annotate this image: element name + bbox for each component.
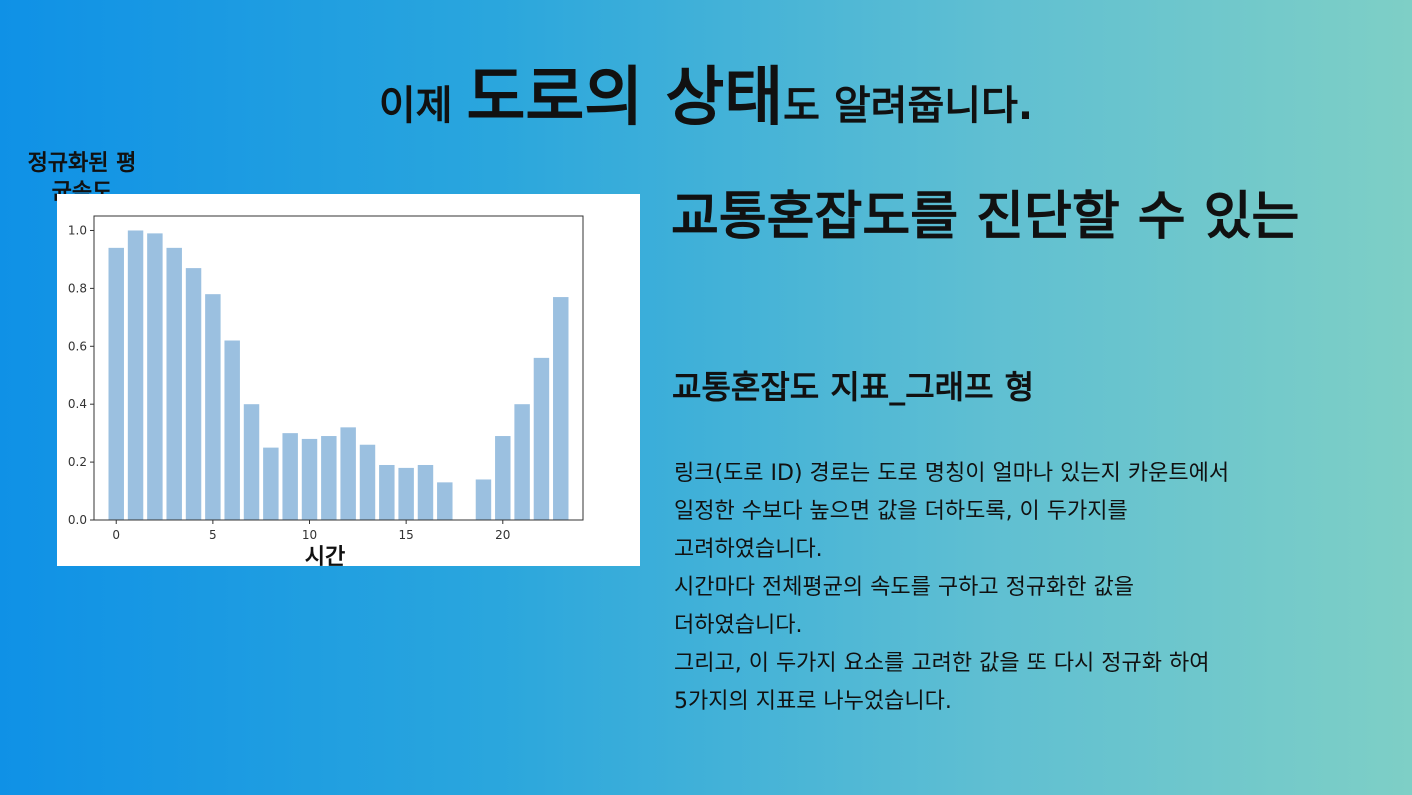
- bar-hour-16: [417, 464, 434, 520]
- bar-hour-0: [108, 247, 124, 520]
- bar-hour-20: [495, 436, 511, 520]
- bar-hour-13: [359, 444, 376, 520]
- chart-x-axis-label: 시간: [304, 545, 346, 570]
- x-tick-label: 0: [112, 528, 120, 542]
- bar-hour-4: [185, 268, 202, 520]
- bar-hour-23: [553, 297, 569, 520]
- y-tick-label: 0.0: [68, 513, 87, 527]
- description-text: 링크(도로 ID) 경로는 도로 명칭이 얼마나 있는지 카운트에서 일정한 수…: [674, 455, 1374, 721]
- y-tick-label: 0.6: [68, 339, 87, 353]
- bar-hour-5: [205, 294, 221, 520]
- y-tick-label: 1.0: [68, 223, 87, 237]
- bar-hour-17: [437, 482, 453, 520]
- bar-hour-11: [321, 436, 337, 520]
- chart-y-axis-label: 정규화된 평균속도: [27, 151, 137, 205]
- description-line-6: 그리고, 이 두가지 요소를 고려한 값을 또 다시 정규화 하여: [674, 651, 1210, 676]
- y-tick-label: 0.4: [68, 397, 87, 411]
- bar-hour-1: [127, 230, 144, 521]
- y-tick-label: 0.2: [68, 455, 87, 469]
- bar-hour-21: [514, 404, 530, 520]
- section-title: 교통혼잡도를 진단할 수 있는: [671, 187, 1300, 247]
- plot-frame: [93, 215, 584, 521]
- bar-chart: 0.0 0.2 0.4 0.6 0.8 1.0 0 5 10 15 20: [68, 215, 584, 542]
- section-subtitle: 교통혼잡도 지표_그래프 형: [672, 368, 1035, 406]
- description-line-7: 5가지의 지표로 나누었습니다.: [674, 689, 952, 714]
- bar-hour-6: [224, 340, 240, 520]
- x-tick-label: 5: [209, 528, 217, 542]
- x-tick-label: 15: [399, 528, 414, 542]
- x-tick-label: 20: [495, 528, 510, 542]
- description-line-4: 시간마다 전체평균의 속도를 구하고 정규화한 값을: [674, 575, 1135, 600]
- description-line-5: 더하였습니다.: [674, 613, 803, 638]
- headline-part2: 도 알려줍니다.: [783, 83, 1034, 129]
- bar-hour-19: [475, 479, 492, 520]
- bar-hour-9: [282, 433, 298, 520]
- headline-emphasis: 도로의 상태: [466, 61, 784, 135]
- bar-hour-15: [398, 467, 414, 520]
- bar-hour-3: [166, 247, 182, 520]
- bar-hour-12: [340, 427, 356, 520]
- y-tick-label: 0.8: [68, 281, 87, 295]
- bar-hour-14: [379, 464, 395, 520]
- bar-hour-8: [263, 447, 279, 520]
- x-tick-label: 10: [302, 528, 317, 542]
- bar-hour-7: [243, 404, 260, 520]
- description-line-2: 일정한 수보다 높으면 값을 더하도록, 이 두가지를: [674, 499, 1128, 524]
- headline-part1: 이제: [378, 83, 467, 129]
- bar-hour-2: [147, 233, 163, 520]
- headline: 이제 도로의 상태도 알려줍니다.: [0, 46, 1412, 138]
- chart-panel: 0.0 0.2 0.4 0.6 0.8 1.0 0 5 10 15 20: [57, 194, 640, 566]
- description-line-1: 링크(도로 ID) 경로는 도로 명칭이 얼마나 있는지 카운트에서: [674, 461, 1230, 486]
- bar-hour-22: [533, 357, 550, 520]
- bar-hour-10: [301, 438, 318, 520]
- description-line-3: 고려하였습니다.: [674, 537, 823, 562]
